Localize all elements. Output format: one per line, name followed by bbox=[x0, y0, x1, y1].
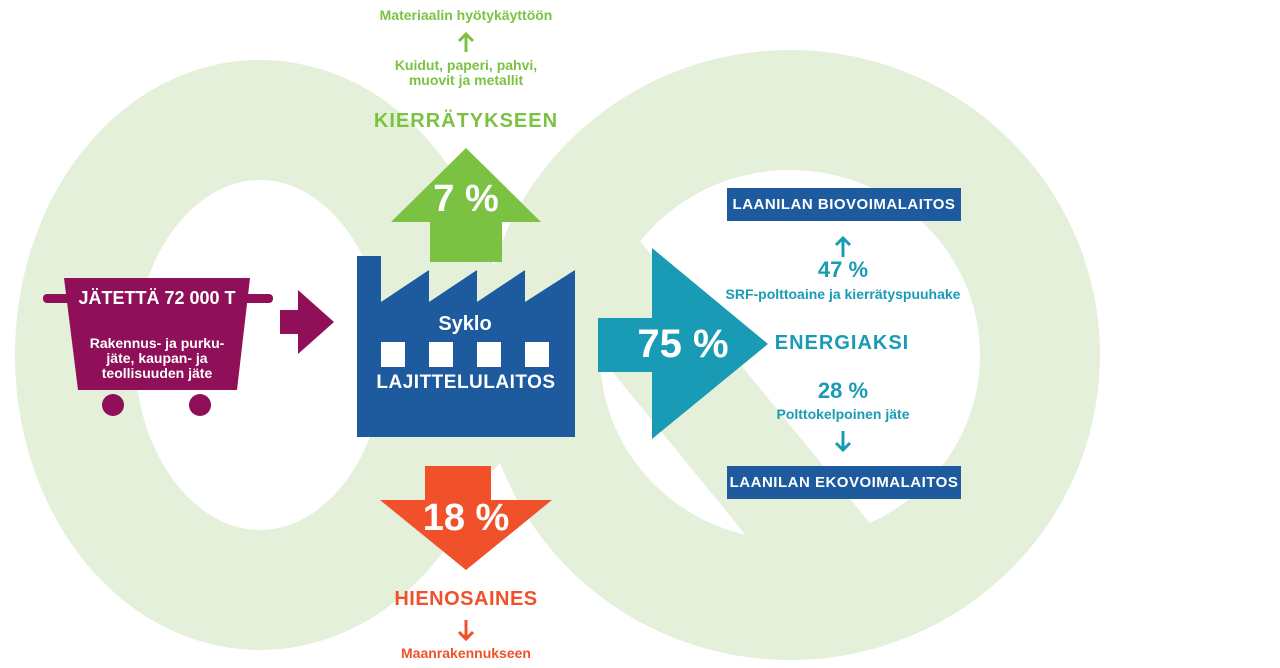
recycling-materials: Kuidut, paperi, pahvi, muovit ja metalli… bbox=[346, 58, 586, 88]
recycling-heading: KIERRÄTYKSEEN bbox=[373, 110, 559, 132]
input-arrow bbox=[280, 290, 334, 354]
eco-description: Polttokelpoinen jäte bbox=[776, 406, 910, 422]
recycling-percent: 7 % bbox=[433, 178, 499, 220]
recycling-materials-line2: muovit ja metallit bbox=[408, 72, 524, 88]
eco-plant-box: LAANILAN EKOVOIMALAITOS bbox=[727, 466, 961, 499]
recycling-materials-line1: Kuidut, paperi, pahvi, bbox=[394, 57, 538, 73]
bio-up-small-arrow bbox=[834, 235, 852, 257]
plant-name: LAJITTELULAITOS bbox=[376, 372, 556, 393]
cart-icon bbox=[43, 278, 273, 416]
energy-arrow bbox=[598, 248, 768, 439]
input-title: JÄTETTÄ 72 000 T bbox=[78, 288, 236, 308]
fines-heading: HIENOSAINES bbox=[394, 588, 538, 610]
bio-plant-box: LAANILAN BIOVOIMALAITOS bbox=[727, 188, 961, 221]
factory-icon bbox=[357, 256, 575, 437]
fines-percent: 18 % bbox=[422, 497, 510, 539]
recycling-arrow bbox=[391, 148, 541, 262]
bio-description: SRF-polttoaine ja kierrätyspuuhake bbox=[725, 286, 961, 302]
bio-plant-label: LAANILAN BIOVOIMALAITOS bbox=[732, 196, 956, 213]
input-desc-line2: jäte, kaupan- ja bbox=[106, 350, 208, 366]
bio-percent: 47 % bbox=[817, 257, 869, 282]
eco-plant-label: LAANILAN EKOVOIMALAITOS bbox=[729, 474, 959, 491]
fines-arrow bbox=[380, 466, 552, 570]
eco-down-small-arrow bbox=[834, 431, 852, 453]
fines-down-small-arrow bbox=[457, 620, 475, 642]
energy-heading: ENERGIAKSI bbox=[774, 332, 910, 354]
energy-percent: 75 % bbox=[637, 322, 729, 366]
fines-destination: Maanrakennukseen bbox=[401, 645, 531, 661]
eco-percent: 28 % bbox=[817, 378, 869, 403]
recycling-top-title: Materiaalin hyötykäyttöön bbox=[379, 7, 553, 23]
plant-logo: Syklo bbox=[438, 313, 492, 335]
loop-cross-band bbox=[505, 180, 900, 620]
recycling-up-small-arrow bbox=[457, 31, 475, 52]
input-desc-line1: Rakennus- ja purku- bbox=[89, 335, 225, 351]
input-description: Rakennus- ja purku- jäte, kaupan- ja teo… bbox=[60, 336, 254, 381]
input-desc-line3: teollisuuden jäte bbox=[101, 365, 213, 381]
